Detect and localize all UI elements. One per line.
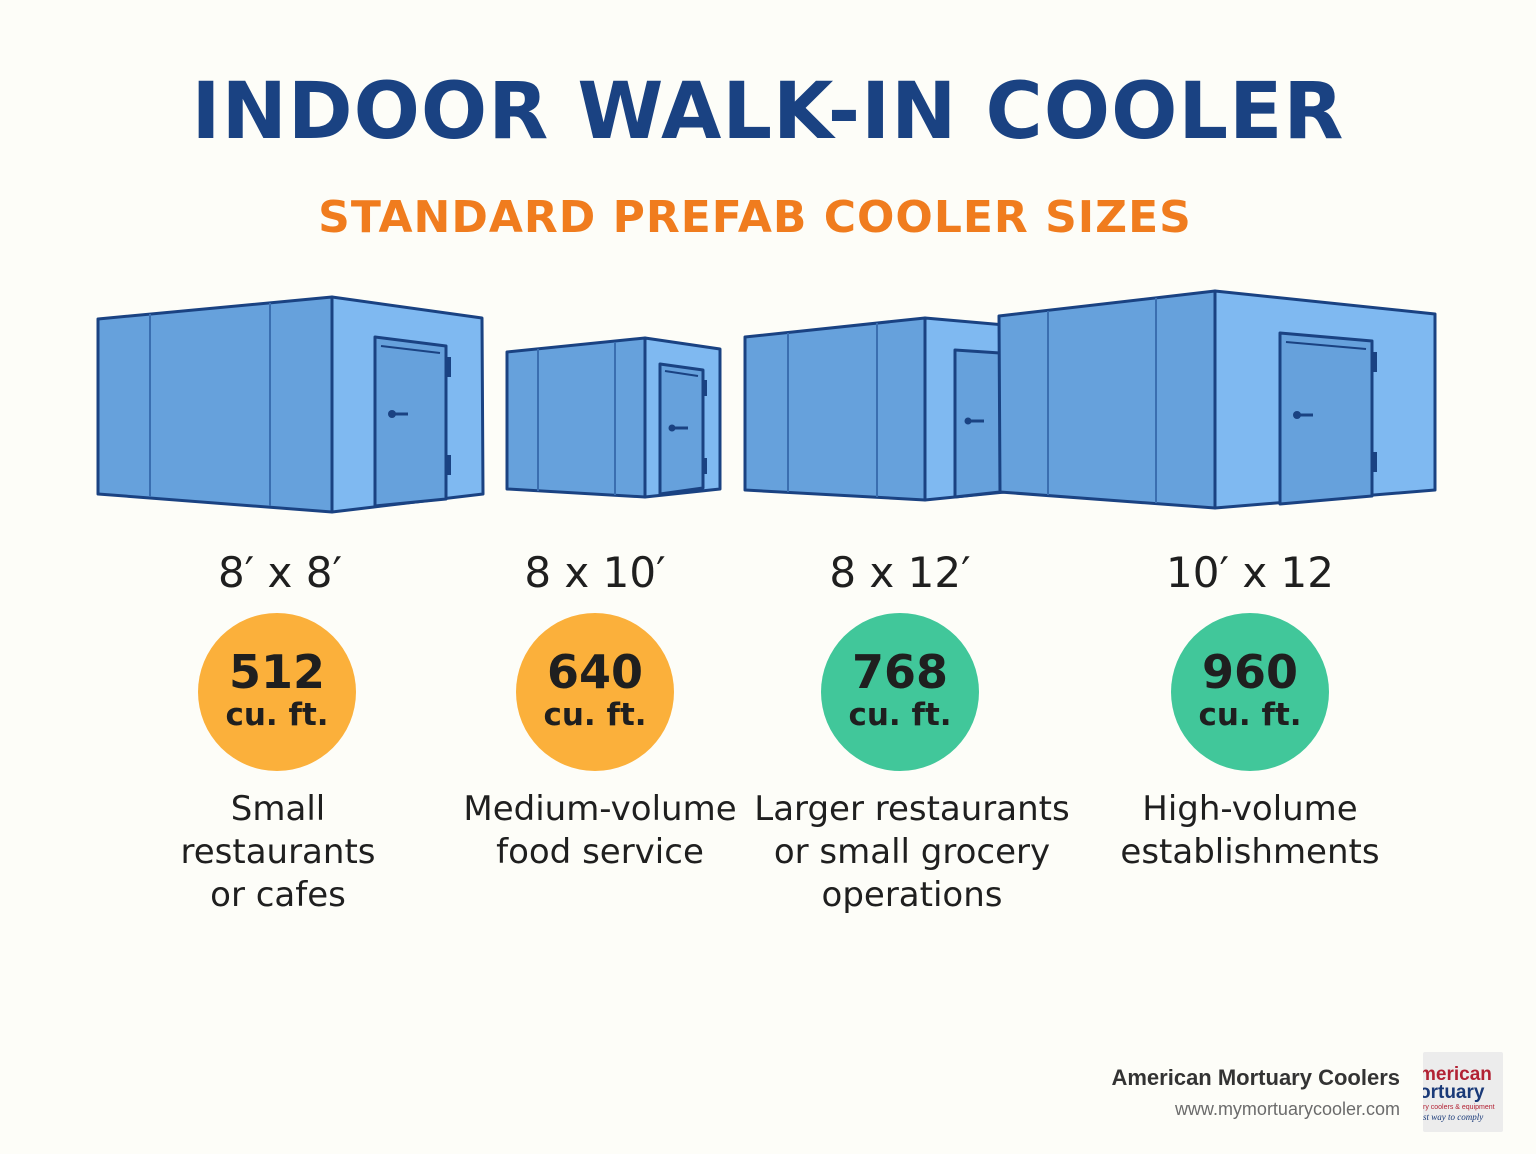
- use-case-line: or cafes: [210, 875, 346, 915]
- volume-unit: cu. ft.: [848, 697, 952, 733]
- use-case-8x8: Small restaurants or cafes: [118, 788, 438, 917]
- volume-unit: cu. ft.: [543, 697, 647, 733]
- use-case-10x12: High-volume establishments: [1090, 788, 1410, 874]
- cooler-dimension-8x8: 8′ x 8′: [217, 548, 343, 597]
- brand-url[interactable]: www.mymortuarycooler.com: [1174, 1099, 1400, 1119]
- cooler-dimension-10x12: 10′ x 12: [1166, 548, 1334, 597]
- use-case-line: or small grocery: [773, 832, 1051, 872]
- logo-line: ortuary: [1423, 1082, 1485, 1103]
- use-case-8x12: Larger restaurants or small grocery oper…: [752, 788, 1072, 917]
- volume-unit: cu. ft.: [1198, 697, 1302, 733]
- cooler-illustration-8x12: [743, 316, 1007, 502]
- use-case-8x10: Medium-volume food service: [440, 788, 760, 874]
- page-title: INDOOR WALK-IN COOLER: [191, 67, 1345, 157]
- brand-block: American Mortuary Coolers www.mymortuary…: [1111, 1064, 1400, 1122]
- logo-line: st way to comply: [1423, 1112, 1484, 1122]
- brand-logo: merican ortuary ry coolers & equipment s…: [1423, 1052, 1503, 1132]
- volume-badge-768: 768 cu. ft.: [821, 613, 979, 771]
- cooler-illustration-8x10: [505, 336, 722, 499]
- use-case-line: Larger restaurants: [754, 789, 1070, 829]
- logo-line: ry coolers & equipment: [1423, 1104, 1495, 1111]
- logo-line: merican: [1423, 1064, 1492, 1085]
- volume-value: 768: [851, 645, 949, 699]
- use-case-line: food service: [496, 832, 704, 872]
- page-subtitle: STANDARD PREFAB COOLER SIZES: [318, 192, 1192, 243]
- cooler-illustration-10x12: [997, 289, 1437, 510]
- volume-badge-640: 640 cu. ft.: [516, 613, 674, 771]
- use-case-line: Small: [230, 789, 326, 829]
- cooler-dimension-8x10: 8 x 10′: [524, 548, 666, 597]
- use-case-line: High-volume: [1142, 789, 1358, 829]
- volume-unit: cu. ft.: [225, 697, 329, 733]
- volume-badge-960: 960 cu. ft.: [1171, 613, 1329, 771]
- use-case-line: establishments: [1120, 832, 1380, 872]
- brand-name: American Mortuary Coolers: [1111, 1065, 1400, 1090]
- volume-badge-512: 512 cu. ft.: [198, 613, 356, 771]
- use-case-line: operations: [821, 875, 1003, 915]
- use-case-line: restaurants: [180, 832, 376, 872]
- volume-value: 640: [546, 645, 644, 699]
- volume-value: 960: [1201, 645, 1299, 699]
- cooler-dimension-8x12: 8 x 12′: [829, 548, 971, 597]
- use-case-line: Medium-volume: [463, 789, 737, 829]
- volume-value: 512: [228, 645, 326, 699]
- cooler-illustration-8x8: [96, 295, 485, 514]
